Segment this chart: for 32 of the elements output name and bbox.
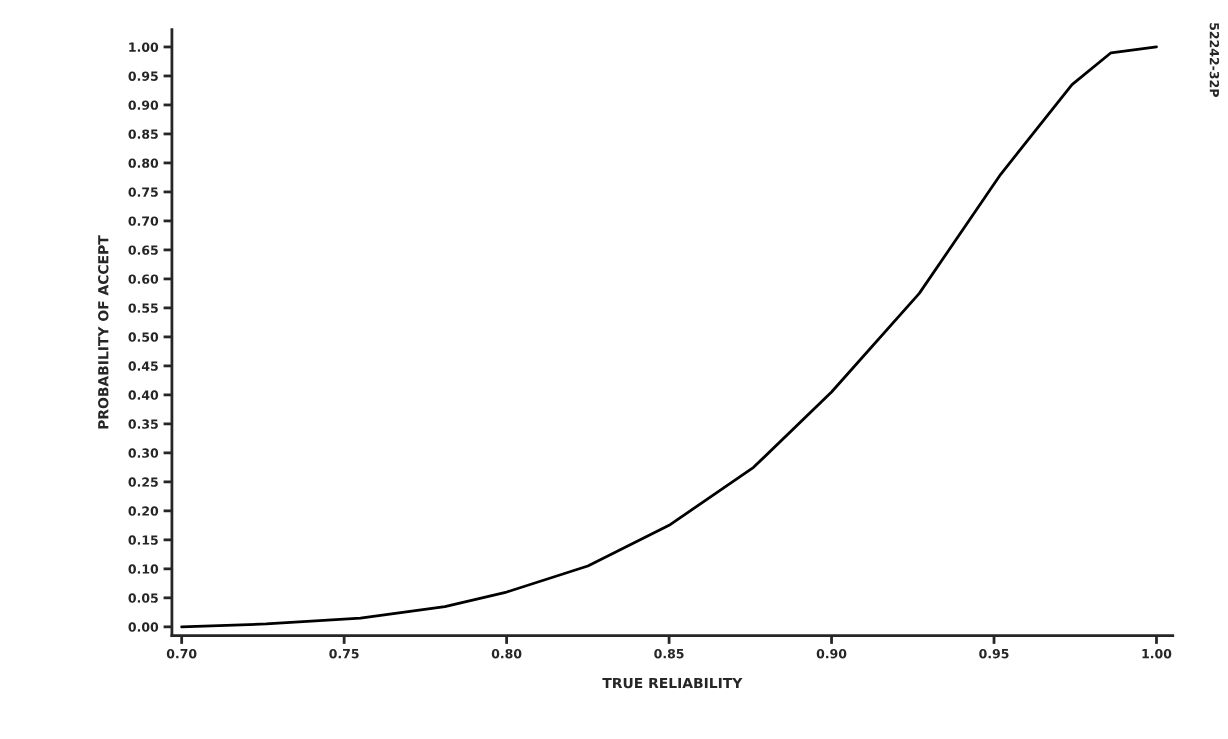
y-tick-label: 0.05 — [128, 593, 158, 603]
y-tick-label: 0.45 — [128, 361, 158, 371]
x-tick-label: 0.95 — [979, 648, 1009, 659]
y-axis-title: PROBABILITY OF ACCEPT — [98, 235, 109, 429]
y-tick-label: 0.60 — [128, 274, 159, 284]
y-tick-label: 0.70 — [128, 216, 159, 226]
y-tick-label: 0.10 — [128, 564, 159, 574]
y-tick-label: 0.35 — [128, 419, 158, 429]
x-tick-label: 0.80 — [491, 648, 522, 659]
y-tick-label: 0.75 — [128, 187, 158, 197]
y-tick-label: 0.50 — [128, 332, 159, 342]
y-tick-label: 0.15 — [128, 535, 158, 545]
y-tick-label: 0.55 — [128, 303, 158, 313]
y-tick-label: 0.95 — [128, 71, 158, 81]
y-tick-label: 0.65 — [128, 245, 158, 255]
y-tick-label: 0.80 — [128, 158, 159, 168]
y-tick-label: 0.90 — [128, 100, 159, 110]
x-tick-label: 0.70 — [166, 648, 197, 659]
text: 52242-32P — [1209, 23, 1220, 97]
y-tick-label: 0.00 — [128, 622, 159, 632]
x-axis-title: TRUE RELIABILITY — [602, 677, 743, 689]
x-tick-label: 0.75 — [329, 648, 359, 659]
y-tick-label: 0.25 — [128, 477, 158, 487]
y-tick-label: 0.85 — [128, 129, 158, 139]
x-tick-label: 0.90 — [816, 648, 847, 659]
line-series — [180, 45, 1158, 629]
y-tick-label: 1.00 — [129, 42, 159, 52]
x-tick-label: 0.85 — [654, 648, 684, 659]
y-tick-label: 0.30 — [128, 448, 159, 458]
x-tick-label: 1.00 — [1142, 648, 1172, 659]
y-tick-label: 0.20 — [128, 506, 159, 516]
y-tick-label: 0.40 — [128, 390, 159, 400]
